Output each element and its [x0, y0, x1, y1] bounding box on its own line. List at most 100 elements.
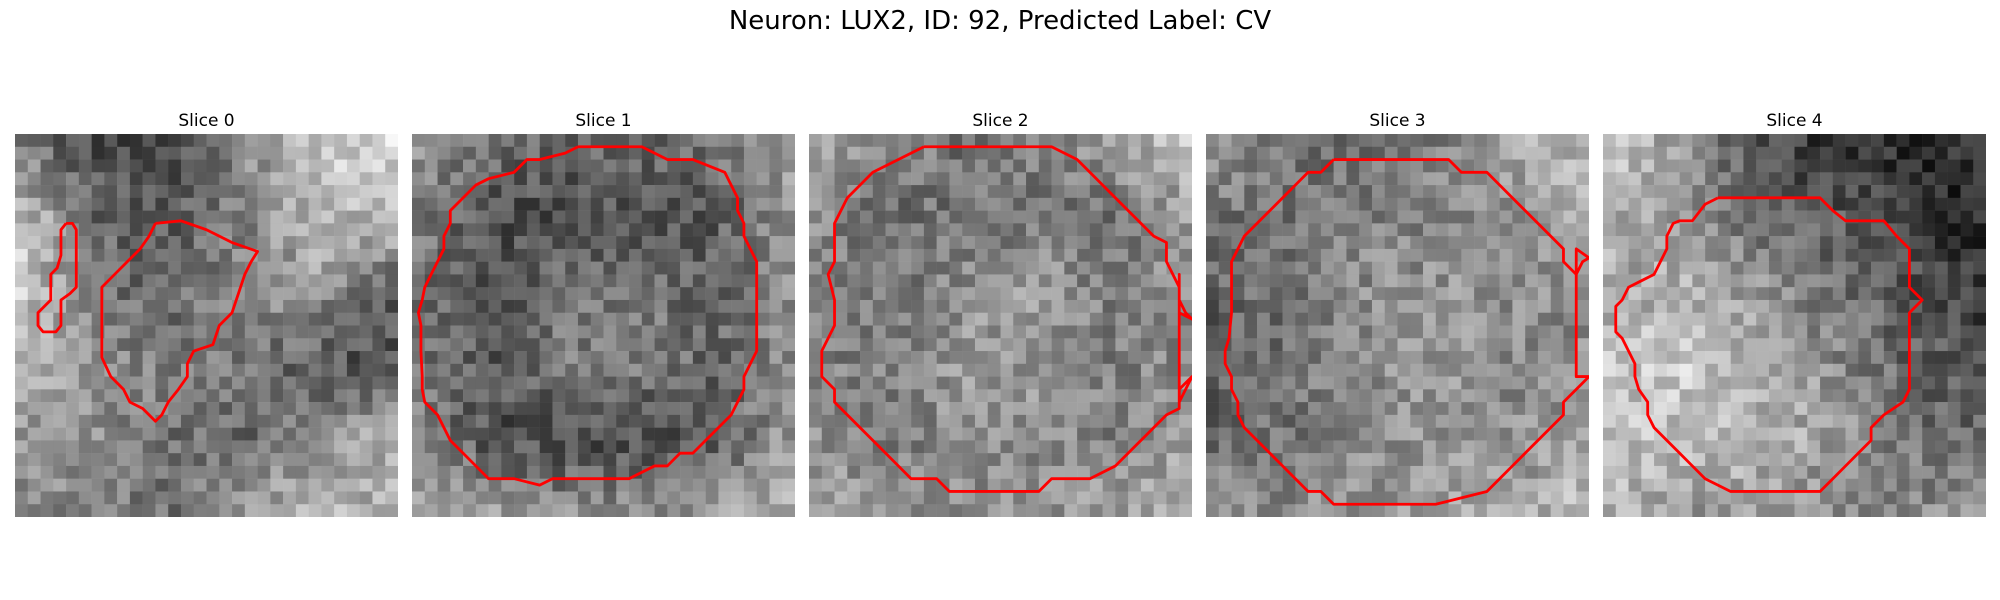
- pixel: [1140, 312, 1154, 326]
- pixel: [923, 248, 937, 262]
- pixel: [1397, 248, 1411, 262]
- pixel: [692, 312, 706, 326]
- pixel: [1308, 261, 1322, 275]
- pixel: [603, 363, 617, 377]
- pixel: [885, 185, 899, 199]
- pixel: [1615, 389, 1629, 403]
- pixel: [834, 453, 848, 467]
- pixel: [27, 197, 41, 211]
- pixel: [244, 325, 258, 339]
- pixel: [321, 299, 335, 313]
- pixel: [1166, 159, 1180, 173]
- pixel: [756, 159, 770, 173]
- pixel: [1333, 325, 1347, 339]
- pixel: [718, 478, 732, 492]
- pixel: [743, 465, 757, 479]
- pixel: [501, 478, 515, 492]
- pixel: [1051, 363, 1065, 377]
- pixel: [270, 325, 284, 339]
- pixel: [66, 440, 80, 454]
- pixel: [66, 504, 80, 517]
- pixel: [1102, 210, 1116, 224]
- pixel: [450, 299, 464, 313]
- pixel: [847, 223, 861, 237]
- pixel: [1845, 248, 1859, 262]
- pixel: [1743, 134, 1757, 148]
- pixel: [872, 172, 886, 186]
- pixel: [731, 325, 745, 339]
- pixel: [321, 402, 335, 416]
- pixel: [1947, 299, 1961, 313]
- pixel: [1153, 159, 1167, 173]
- pixel: [821, 299, 835, 313]
- pixel: [1603, 236, 1617, 250]
- pixel: [834, 351, 848, 365]
- pixel: [1218, 134, 1232, 148]
- pixel: [78, 478, 92, 492]
- pixel: [1883, 491, 1897, 505]
- pixel: [1448, 299, 1462, 313]
- pixel: [180, 389, 194, 403]
- pixel: [1768, 465, 1782, 479]
- pixel: [66, 491, 80, 505]
- pixel: [1883, 312, 1897, 326]
- pixel: [1397, 146, 1411, 160]
- pixel: [321, 312, 335, 326]
- pixel: [809, 172, 823, 186]
- pixel: [603, 146, 617, 160]
- pixel: [1397, 402, 1411, 416]
- pixel: [731, 236, 745, 250]
- pixel: [450, 274, 464, 288]
- pixel: [1435, 197, 1449, 211]
- pixel: [1537, 299, 1551, 313]
- pixel: [1512, 427, 1526, 441]
- pixel: [1960, 134, 1974, 148]
- pixel: [743, 491, 757, 505]
- pixel: [974, 338, 988, 352]
- pixel: [1768, 299, 1782, 313]
- pixel: [872, 134, 886, 148]
- pixel: [244, 236, 258, 250]
- pixel: [1013, 287, 1027, 301]
- pixel: [1231, 287, 1245, 301]
- pixel: [539, 274, 553, 288]
- pixel: [91, 261, 105, 275]
- pixel: [321, 363, 335, 377]
- pixel: [1448, 325, 1462, 339]
- pixel: [1499, 351, 1513, 365]
- pixel: [1128, 185, 1142, 199]
- pixel: [1346, 465, 1360, 479]
- pixel: [1140, 351, 1154, 365]
- pixel: [1013, 414, 1027, 428]
- pixel: [1282, 274, 1296, 288]
- pixel: [15, 236, 29, 250]
- pixel: [577, 248, 591, 262]
- pixel: [718, 146, 732, 160]
- pixel: [1218, 491, 1232, 505]
- pixel: [949, 402, 963, 416]
- pixel: [501, 274, 515, 288]
- pixel: [590, 453, 604, 467]
- pixel: [1410, 159, 1424, 173]
- slice-panel-3: Slice 3: [1206, 108, 1589, 517]
- pixel: [1474, 478, 1488, 492]
- pixel: [1102, 414, 1116, 428]
- pixel: [180, 325, 194, 339]
- pixel: [834, 172, 848, 186]
- pixel: [1128, 134, 1142, 148]
- pixel: [1858, 134, 1872, 148]
- pixel: [603, 134, 617, 148]
- pixel: [769, 389, 783, 403]
- pixel: [1730, 389, 1744, 403]
- pixel: [1832, 134, 1846, 148]
- pixel: [257, 312, 271, 326]
- pixel: [385, 376, 398, 390]
- pixel: [1000, 287, 1014, 301]
- pixel: [1179, 491, 1192, 505]
- pixel: [1615, 197, 1629, 211]
- pixel: [718, 338, 732, 352]
- pixel: [1743, 478, 1757, 492]
- pixel: [1102, 325, 1116, 339]
- pixel: [155, 287, 169, 301]
- pixel: [385, 491, 398, 505]
